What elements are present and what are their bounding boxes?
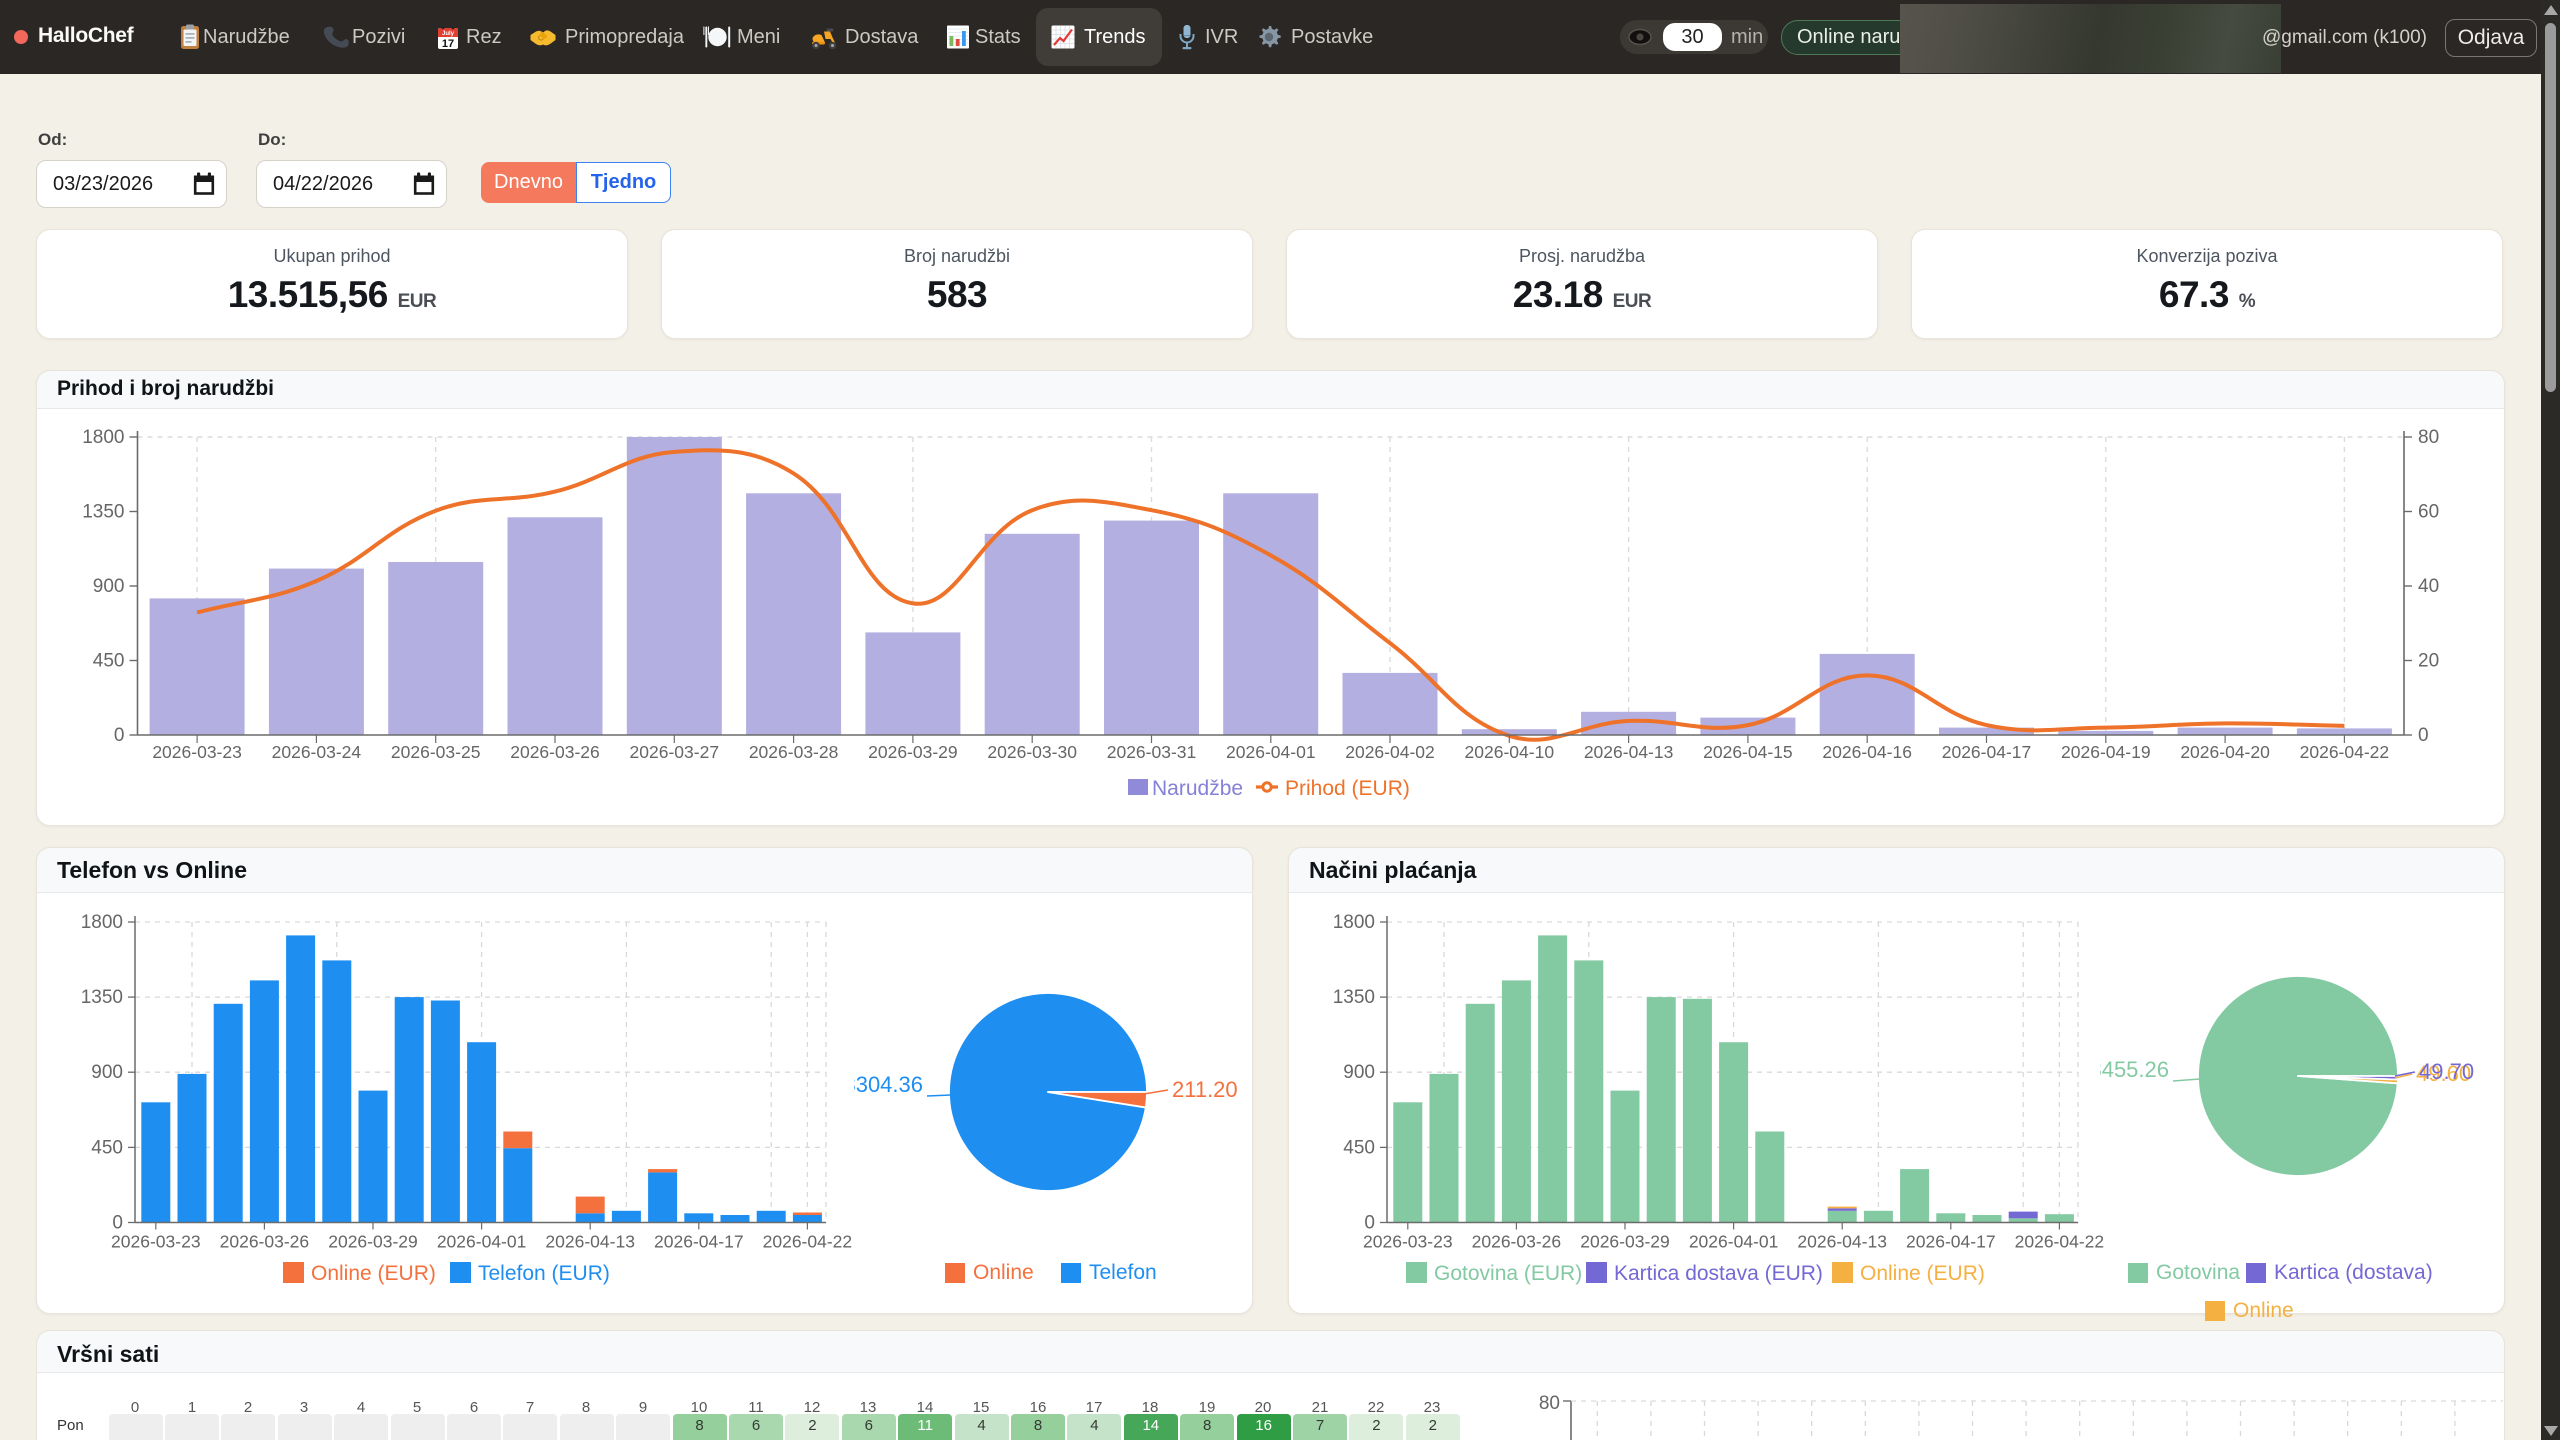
svg-text:450: 450 — [93, 651, 125, 672]
svg-text:0: 0 — [2418, 725, 2429, 746]
svg-text:2026-04-10: 2026-04-10 — [1465, 742, 1555, 762]
svg-text:2026-04-13: 2026-04-13 — [545, 1232, 635, 1252]
svg-text:8304.36: 8304.36 — [854, 1072, 923, 1097]
svg-text:17: 17 — [442, 38, 454, 50]
svg-text:80: 80 — [2418, 427, 2439, 448]
svg-text:20: 20 — [2418, 651, 2439, 672]
svg-text:2026-04-20: 2026-04-20 — [2180, 742, 2270, 762]
svg-text:2026-04-01: 2026-04-01 — [1689, 1232, 1779, 1252]
svg-text:2026-03-27: 2026-03-27 — [630, 742, 720, 762]
svg-text:2026-03-26: 2026-03-26 — [1472, 1232, 1562, 1252]
svg-text:2026-03-29: 2026-03-29 — [1580, 1232, 1670, 1252]
svg-text:Online (EUR): Online (EUR) — [1860, 1262, 1985, 1285]
svg-text:2026-04-17: 2026-04-17 — [1942, 742, 2032, 762]
svg-text:80: 80 — [1539, 1393, 1560, 1414]
svg-text:Narudžbe: Narudžbe — [1152, 777, 1243, 800]
svg-text:1350: 1350 — [82, 502, 124, 523]
svg-text:60: 60 — [2418, 502, 2439, 523]
svg-text:Gotovina (EUR): Gotovina (EUR) — [1434, 1262, 1582, 1285]
svg-text:900: 900 — [1343, 1062, 1375, 1083]
svg-text:2026-03-29: 2026-03-29 — [868, 742, 958, 762]
svg-text:2026-04-13: 2026-04-13 — [1797, 1232, 1887, 1252]
svg-text:2026-04-17: 2026-04-17 — [1906, 1232, 1996, 1252]
svg-text:2026-03-31: 2026-03-31 — [1107, 742, 1197, 762]
svg-text:Kartica dostava (EUR): Kartica dostava (EUR) — [1614, 1262, 1823, 1285]
svg-text:2026-04-01: 2026-04-01 — [437, 1232, 527, 1252]
svg-text:8455.26: 8455.26 — [2100, 1057, 2169, 1082]
svg-text:2026-04-22: 2026-04-22 — [2015, 1232, 2105, 1252]
svg-text:2026-03-23: 2026-03-23 — [152, 742, 242, 762]
svg-text:40: 40 — [2418, 576, 2439, 597]
svg-text:2026-04-22: 2026-04-22 — [763, 1232, 853, 1252]
svg-text:450: 450 — [91, 1137, 123, 1158]
svg-text:Online (EUR): Online (EUR) — [311, 1262, 436, 1285]
svg-text:2026-04-13: 2026-04-13 — [1584, 742, 1674, 762]
svg-text:49.70: 49.70 — [2419, 1059, 2474, 1084]
svg-text:450: 450 — [1343, 1137, 1375, 1158]
svg-text:900: 900 — [93, 576, 125, 597]
svg-text:2026-04-01: 2026-04-01 — [1226, 742, 1316, 762]
svg-text:2026-03-30: 2026-03-30 — [987, 742, 1077, 762]
svg-text:1350: 1350 — [81, 987, 123, 1008]
svg-text:2026-04-19: 2026-04-19 — [2061, 742, 2151, 762]
svg-text:0: 0 — [1364, 1213, 1375, 1234]
svg-text:0: 0 — [114, 725, 125, 746]
svg-text:1800: 1800 — [82, 427, 124, 448]
svg-text:2026-03-28: 2026-03-28 — [749, 742, 839, 762]
svg-text:2026-04-16: 2026-04-16 — [1822, 742, 1912, 762]
svg-text:1350: 1350 — [1333, 987, 1375, 1008]
svg-text:2026-03-23: 2026-03-23 — [111, 1232, 201, 1252]
svg-text:July: July — [442, 31, 455, 37]
svg-text:Prihod (EUR): Prihod (EUR) — [1285, 777, 1410, 800]
svg-text:2026-03-24: 2026-03-24 — [272, 742, 362, 762]
svg-text:49.60: 49.60 — [2416, 1061, 2471, 1086]
svg-text:2026-03-26: 2026-03-26 — [220, 1232, 310, 1252]
svg-text:1800: 1800 — [1333, 912, 1375, 933]
svg-text:0: 0 — [112, 1213, 123, 1234]
svg-text:Telefon (EUR): Telefon (EUR) — [478, 1262, 610, 1285]
svg-text:2026-04-15: 2026-04-15 — [1703, 742, 1793, 762]
svg-text:2026-03-29: 2026-03-29 — [328, 1232, 418, 1252]
svg-text:2026-03-23: 2026-03-23 — [1363, 1232, 1453, 1252]
svg-text:211.20: 211.20 — [1172, 1077, 1238, 1102]
svg-text:2026-03-25: 2026-03-25 — [391, 742, 481, 762]
svg-text:1800: 1800 — [81, 912, 123, 933]
svg-text:2026-04-17: 2026-04-17 — [654, 1232, 744, 1252]
svg-text:2026-04-02: 2026-04-02 — [1345, 742, 1435, 762]
svg-text:2026-03-26: 2026-03-26 — [510, 742, 600, 762]
svg-text:900: 900 — [91, 1062, 123, 1083]
svg-text:2026-04-22: 2026-04-22 — [2300, 742, 2390, 762]
